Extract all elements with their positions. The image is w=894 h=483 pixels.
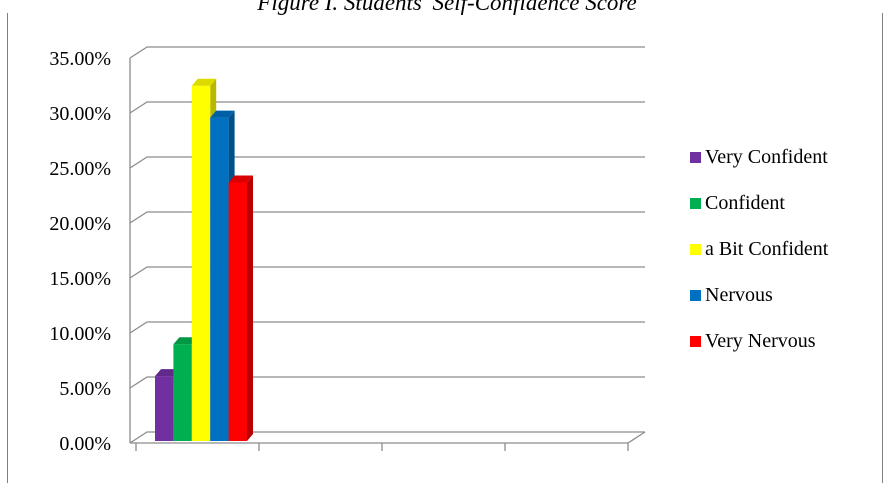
legend-swatch xyxy=(690,336,701,347)
legend-swatch xyxy=(690,244,701,255)
legend-item: Confident xyxy=(690,192,828,215)
y-tick-label: 0.00% xyxy=(59,433,111,455)
bar-top xyxy=(210,110,235,118)
legend-item: Very Nervous xyxy=(690,330,828,353)
bar-front xyxy=(210,117,229,441)
y-tick-label: 20.00% xyxy=(49,213,111,235)
legend-label: Confident xyxy=(705,192,785,214)
legend: Very Confident Confident a Bit Confident Ne… xyxy=(690,146,828,376)
legend-item: a Bit Confident xyxy=(690,238,828,261)
y-tick-label: 5.00% xyxy=(59,378,111,400)
y-tick-label: 15.00% xyxy=(49,268,111,290)
legend-label: Very Nervous xyxy=(705,330,816,352)
y-tick-label: 30.00% xyxy=(49,103,111,125)
gridline xyxy=(129,46,645,59)
legend-label: Very Confident xyxy=(705,146,828,168)
bar-layer xyxy=(155,78,253,441)
grid-layer xyxy=(129,46,645,444)
chart-frame xyxy=(7,13,883,483)
bar-front xyxy=(173,344,192,441)
y-tick-label: 10.00% xyxy=(49,323,111,345)
bar-top xyxy=(173,337,198,345)
gridline xyxy=(129,156,645,169)
legend-item: Nervous xyxy=(690,284,828,307)
y-tick-label: 35.00% xyxy=(49,48,111,70)
bar-side xyxy=(247,175,253,441)
bar-top xyxy=(228,175,253,183)
chart-title: Figure I. Students' Self-Confidence Scor… xyxy=(257,0,637,15)
axis-layer: 0.00% 5.00% 10.00% 15.00% 20.00% 25.00% 30.00%… xyxy=(49,48,646,455)
legend-swatch xyxy=(690,198,701,209)
gridline xyxy=(129,376,645,389)
legend-swatch xyxy=(690,290,701,301)
bar-very-nervous xyxy=(228,175,253,441)
gridline xyxy=(129,266,645,279)
gridline xyxy=(129,431,645,444)
legend-label: Nervous xyxy=(705,284,773,306)
bar-top xyxy=(191,78,217,86)
gridline xyxy=(129,321,645,334)
bar-front xyxy=(155,376,174,441)
legend-label: a Bit Confident xyxy=(705,238,829,260)
y-tick-label: 25.00% xyxy=(49,158,111,180)
legend-swatch xyxy=(690,152,701,163)
legend-item: Very Confident xyxy=(690,146,828,169)
bar-top xyxy=(155,369,180,377)
gridline xyxy=(129,211,645,224)
bar-front xyxy=(228,182,247,441)
bar-front xyxy=(191,85,211,441)
gridline xyxy=(129,101,645,114)
